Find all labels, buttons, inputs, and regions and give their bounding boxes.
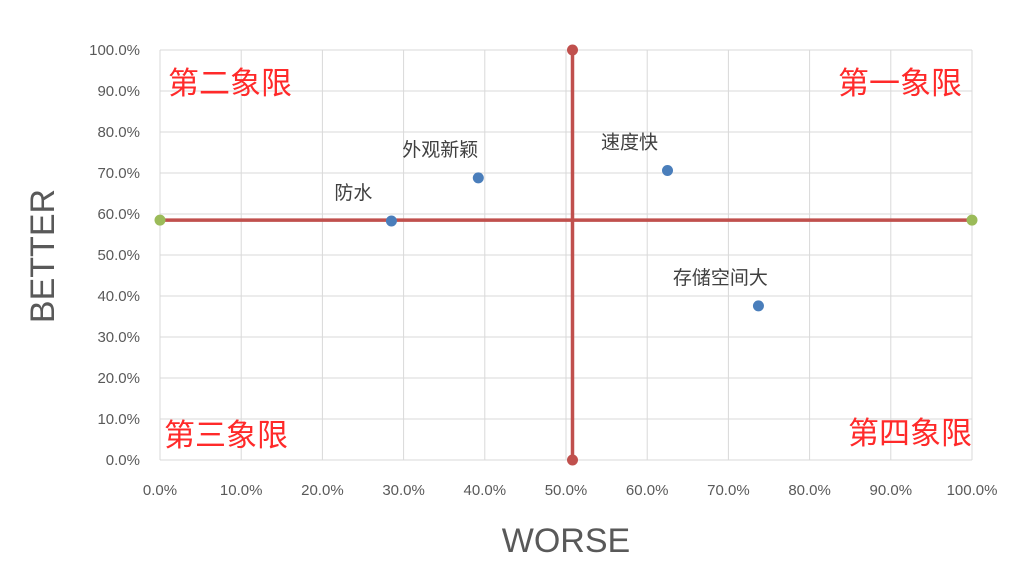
y-tick-label: 70.0%	[97, 165, 140, 182]
y-tick-label: 20.0%	[97, 370, 140, 387]
divider-horizontal-end-marker	[966, 214, 978, 226]
quadrant-label-1: 第一象限	[838, 66, 962, 102]
x-tick-label: 30.0%	[382, 482, 425, 499]
quadrant-dividers	[154, 44, 978, 466]
quadrant-label-3: 第三象限	[164, 418, 288, 454]
quadrant-label-2: 第二象限	[168, 66, 292, 102]
y-tick-label: 60.0%	[97, 206, 140, 223]
y-tick-label: 100.0%	[89, 42, 140, 59]
gridlines	[159, 49, 973, 461]
divider-horizontal-end-marker	[154, 214, 166, 226]
y-tick-label: 10.0%	[97, 411, 140, 428]
y-axis-title: BETTER	[24, 189, 62, 323]
divider-vertical-end-marker	[566, 454, 578, 466]
data-point-label: 防水	[334, 182, 372, 204]
data-point	[662, 165, 673, 177]
data-point	[752, 300, 764, 312]
x-axis-title: WORSE	[502, 522, 630, 560]
y-tick-label: 50.0%	[97, 247, 140, 264]
x-tick-label: 70.0%	[707, 482, 750, 499]
x-tick-label: 100.0%	[947, 482, 998, 499]
x-tick-label: 10.0%	[220, 482, 263, 499]
x-tick-label: 60.0%	[626, 482, 669, 499]
x-axis-ticks: 0.0% 10.0% 20.0% 30.0% 40.0% 50.0% 60.0% 70.0% 8…	[143, 482, 998, 499]
data-point-label: 速度快	[601, 132, 658, 154]
x-tick-label: 0.0%	[143, 482, 177, 499]
y-tick-label: 30.0%	[97, 329, 140, 346]
x-tick-label: 90.0%	[870, 482, 913, 499]
x-tick-label: 50.0%	[545, 482, 588, 499]
quadrant-label-4: 第四象限	[848, 416, 972, 452]
data-point	[385, 215, 397, 227]
data-point	[472, 172, 484, 184]
x-tick-label: 80.0%	[788, 482, 831, 499]
y-tick-label: 40.0%	[97, 288, 140, 305]
data-point-label: 外观新颖	[402, 139, 478, 161]
x-tick-label: 40.0%	[464, 482, 507, 499]
x-tick-label: 20.0%	[301, 482, 344, 499]
divider-vertical-end-marker	[566, 44, 578, 56]
y-tick-label: 0.0%	[106, 452, 140, 469]
y-tick-label: 80.0%	[97, 124, 140, 141]
y-axis-ticks: 0.0% 10.0% 20.0% 30.0% 40.0% 50.0% 60.0% 70.0% 8…	[89, 42, 140, 469]
data-point-label: 存储空间大	[673, 267, 768, 289]
y-tick-label: 90.0%	[97, 83, 140, 100]
